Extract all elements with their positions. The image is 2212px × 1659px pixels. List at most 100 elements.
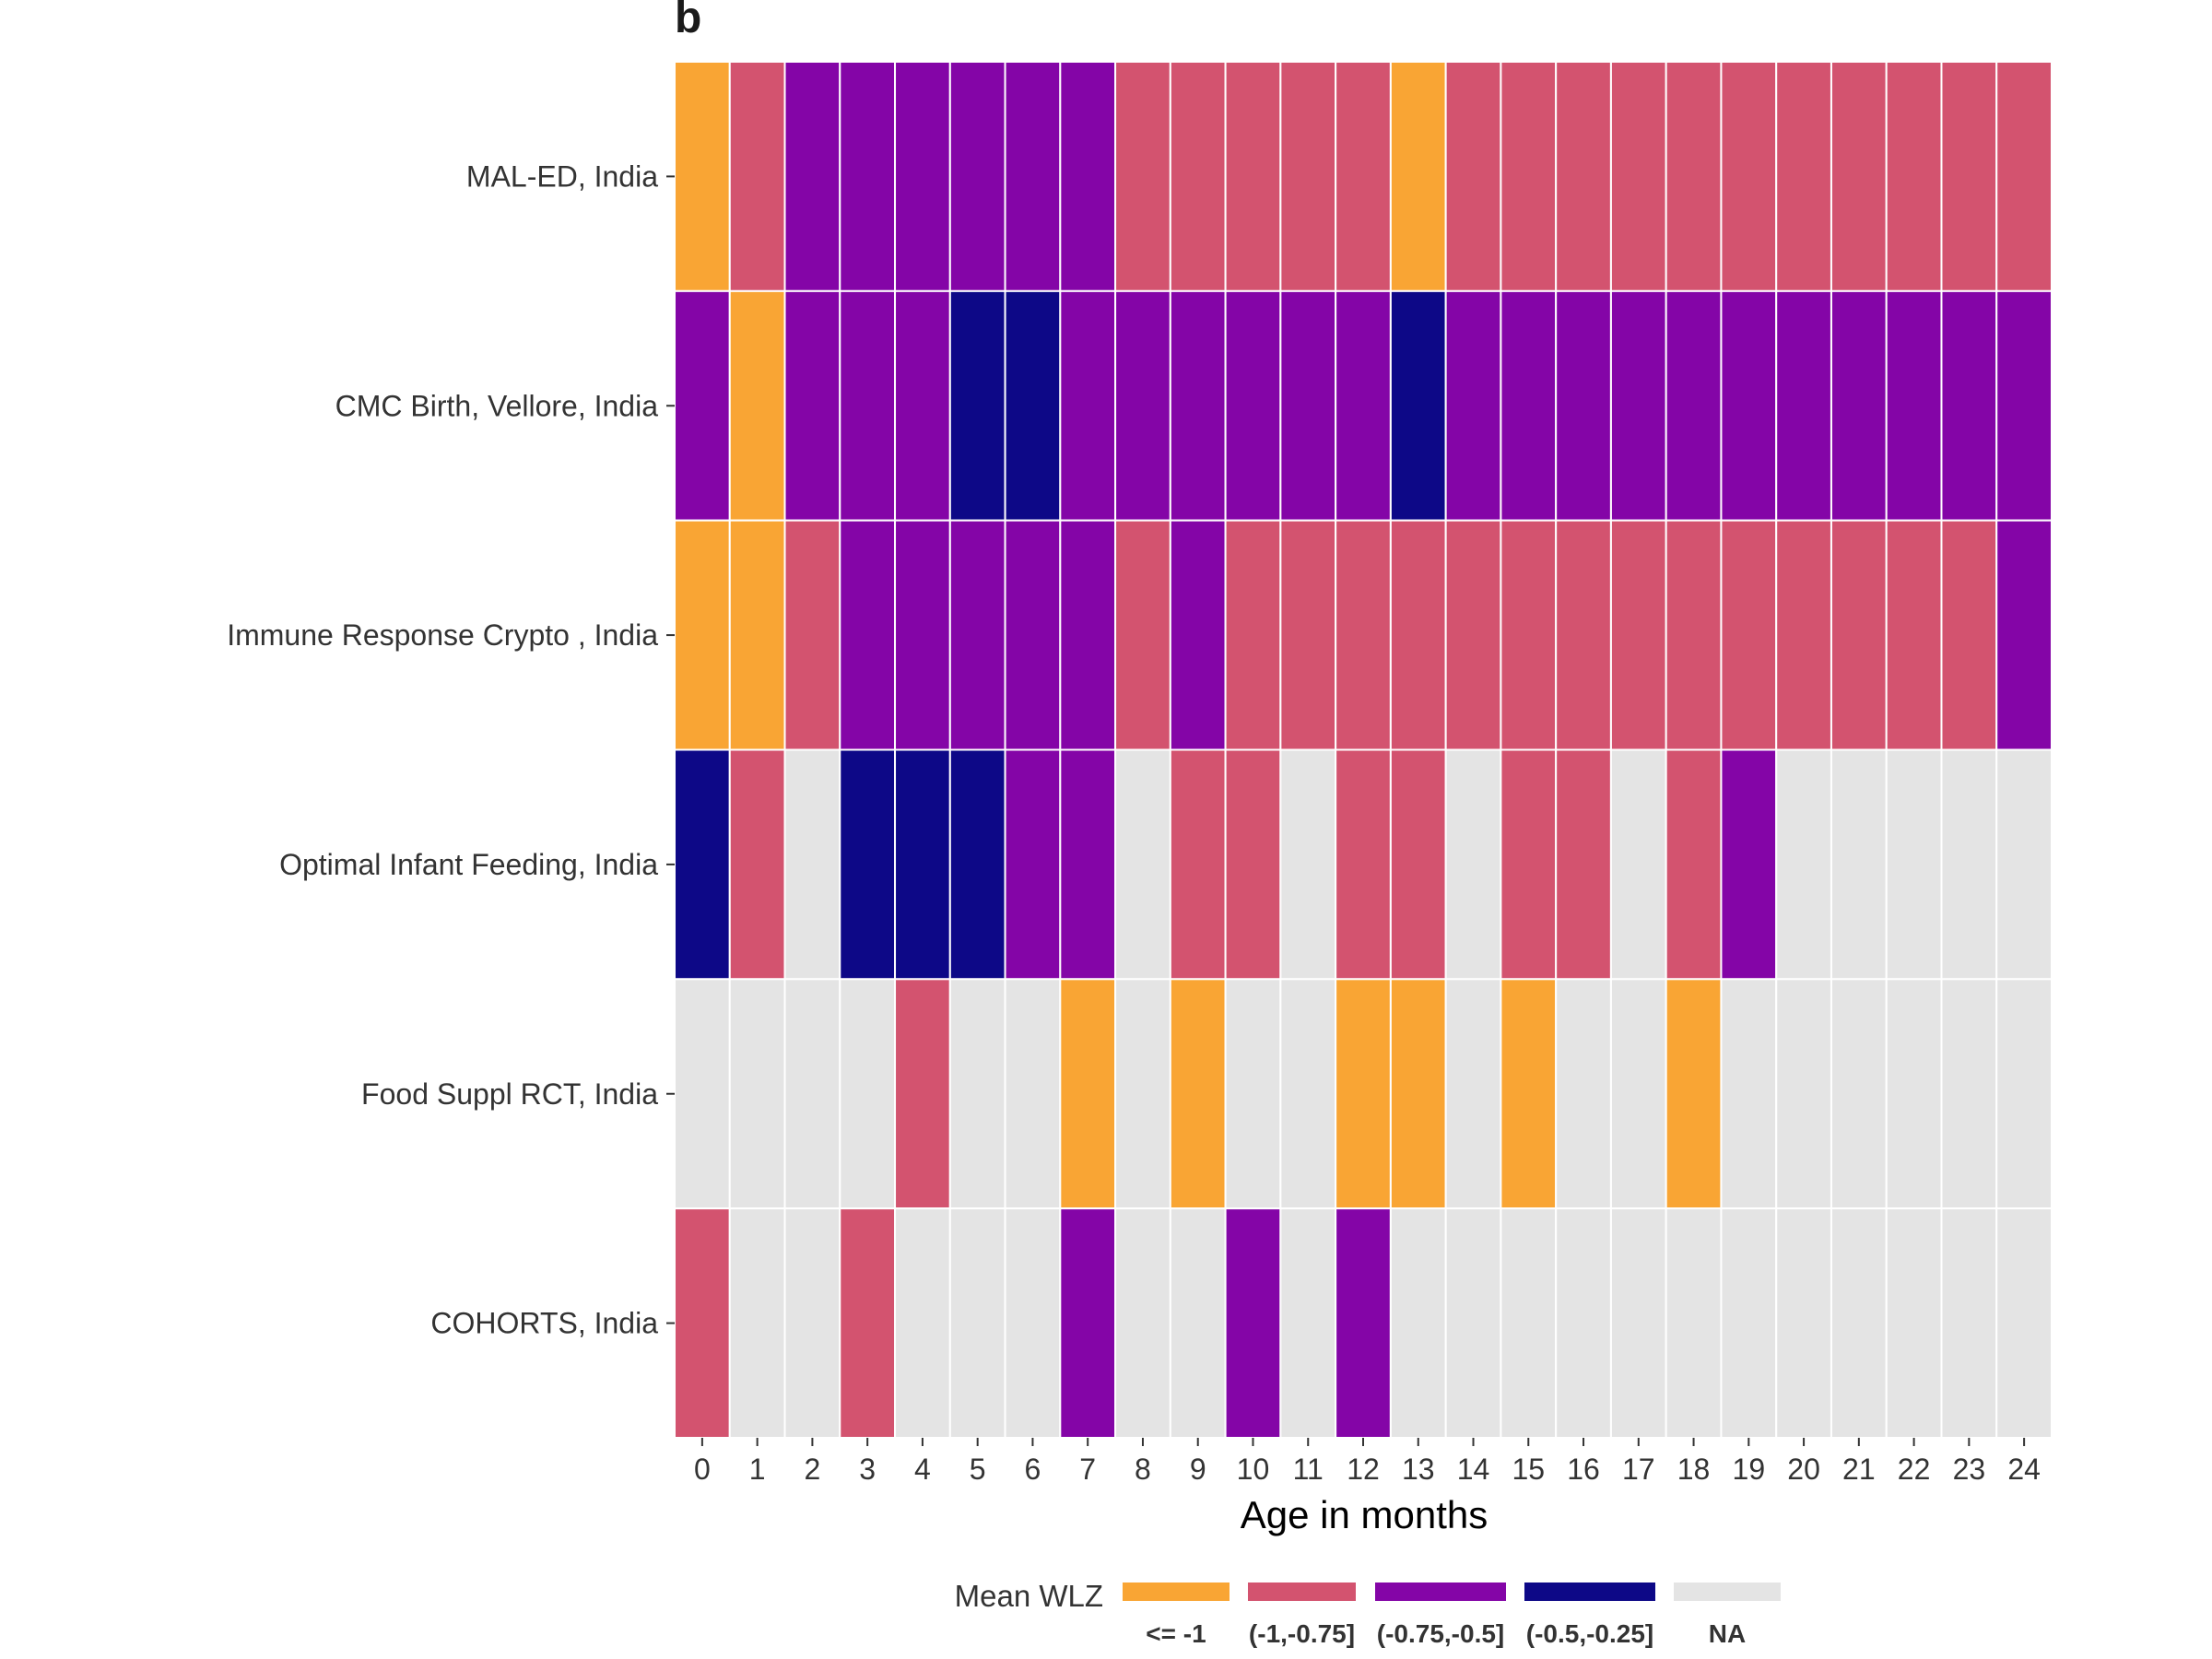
panel-label: b [675, 0, 702, 42]
heatmap-cell [1940, 978, 1998, 1210]
heatmap-cell [1665, 289, 1723, 522]
heatmap-cell [1885, 61, 1943, 292]
heatmap-cell [1830, 61, 1888, 292]
heatmap-cell [1995, 978, 2053, 1210]
heatmap-cell [894, 978, 951, 1210]
heatmap-cell [1389, 978, 1447, 1210]
heatmap-cell [1004, 61, 1062, 292]
heatmap-cell [1995, 748, 2053, 981]
heatmap-cell [1335, 748, 1392, 981]
heatmap-cell [1444, 61, 1502, 292]
heatmap-cell [1609, 978, 1667, 1210]
heatmap-cell [894, 289, 951, 522]
heatmap-cell [1775, 289, 1832, 522]
heatmap-cell [1830, 748, 1888, 981]
heatmap-cell [1885, 1207, 1943, 1439]
x-tick-label: 9 [1190, 1453, 1206, 1486]
heatmap-cell [839, 1207, 897, 1439]
x-tick-label: 22 [1898, 1453, 1931, 1486]
heatmap-cell [1885, 519, 1943, 751]
heatmap-cell [1004, 978, 1062, 1210]
heatmap-cell [783, 61, 841, 292]
heatmap-cell [1169, 978, 1227, 1210]
heatmap-cell [839, 61, 897, 292]
heatmap-cell [1885, 978, 1943, 1210]
heatmap-cell [948, 289, 1006, 522]
heatmap-cell [948, 748, 1006, 981]
heatmap-cell [1389, 61, 1447, 292]
legend-label: (-0.75,-0.5] [1377, 1619, 1505, 1648]
heatmap-cell [1004, 289, 1062, 522]
heatmap-cell [1555, 61, 1612, 292]
x-tick-label: 6 [1025, 1453, 1041, 1486]
heatmap-cell [1720, 748, 1778, 981]
legend-title: Mean WLZ [955, 1579, 1103, 1613]
heatmap-cell [1500, 1207, 1558, 1439]
heatmap-cell [839, 748, 897, 981]
heatmap-cell [783, 289, 841, 522]
heatmap-cell [1775, 61, 1832, 292]
heatmap-cell [1830, 289, 1888, 522]
x-tick-label: 16 [1567, 1453, 1600, 1486]
heatmap-cell [1720, 519, 1778, 751]
heatmap-cell [1500, 289, 1558, 522]
x-tick-label: 15 [1512, 1453, 1545, 1486]
heatmap-cell [1500, 978, 1558, 1210]
heatmap-cell [1444, 978, 1502, 1210]
heatmap-cell [1500, 519, 1558, 751]
heatmap-cell [1995, 1207, 2053, 1439]
heatmap-cell [783, 748, 841, 981]
x-tick-label: 18 [1677, 1453, 1711, 1486]
heatmap-cell [894, 519, 951, 751]
y-tick-label: Food Suppl RCT, India [361, 1077, 658, 1111]
heatmap-cell [1114, 1207, 1171, 1439]
legend-swatch [1674, 1583, 1781, 1601]
heatmap-cell [1059, 978, 1117, 1210]
heatmap-cell [728, 61, 786, 292]
heatmap-cell [1830, 1207, 1888, 1439]
heatmap-cell [1059, 1207, 1117, 1439]
heatmap-cell [1609, 519, 1667, 751]
x-tick-label: 4 [914, 1453, 931, 1486]
heatmap-cell [1059, 61, 1117, 292]
heatmap-cell [1830, 519, 1888, 751]
heatmap-cells [674, 61, 2053, 1439]
x-tick-label: 5 [970, 1453, 986, 1486]
legend-swatch [1375, 1583, 1506, 1601]
x-tick-label: 21 [1842, 1453, 1876, 1486]
heatmap-cell [1004, 1207, 1062, 1439]
legend-swatch [1123, 1583, 1230, 1601]
heatmap-cell [1169, 61, 1227, 292]
heatmap-cell [728, 978, 786, 1210]
heatmap-cell [1224, 519, 1282, 751]
heatmap-cell [1114, 978, 1171, 1210]
heatmap-cell [1940, 519, 1998, 751]
heatmap-cell [1555, 289, 1612, 522]
heatmap-cell [1444, 519, 1502, 751]
heatmap-cell [1169, 748, 1227, 981]
heatmap-cell [1940, 1207, 1998, 1439]
heatmap-cell [728, 519, 786, 751]
heatmap-cell [728, 748, 786, 981]
heatmap-cell [1555, 748, 1612, 981]
heatmap-cell [1114, 61, 1171, 292]
x-tick-label: 12 [1347, 1453, 1380, 1486]
heatmap-cell [894, 748, 951, 981]
heatmap-cell [674, 748, 731, 981]
heatmap-cell [1775, 748, 1832, 981]
y-tick-label: Immune Response Crypto , India [227, 618, 658, 652]
heatmap-cell [1555, 1207, 1612, 1439]
heatmap-cell [1004, 519, 1062, 751]
heatmap-cell [783, 519, 841, 751]
heatmap-cell [1720, 289, 1778, 522]
heatmap-cell [674, 1207, 731, 1439]
y-tick-label: MAL-ED, India [466, 159, 658, 193]
heatmap-cell [1059, 748, 1117, 981]
heatmap-cell [1555, 519, 1612, 751]
heatmap-cell [674, 978, 731, 1210]
heatmap-cell [1609, 1207, 1667, 1439]
heatmap-cell [674, 289, 731, 522]
x-tick-label: 11 [1293, 1453, 1324, 1486]
heatmap-cell [1665, 61, 1723, 292]
heatmap-cell [1775, 978, 1832, 1210]
